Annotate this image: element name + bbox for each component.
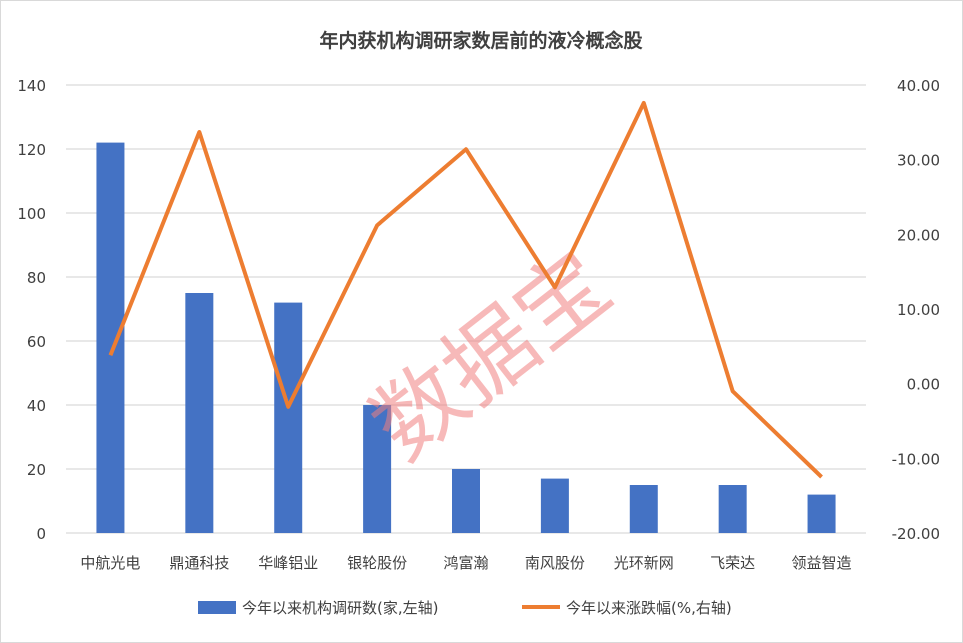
watermark: 数据宝 [353,231,630,480]
x-tick-label: 鸿富瀚 [443,554,488,572]
bar-中航光电 [96,142,125,533]
right-tick-label: 0.00 [907,376,940,394]
left-tick-label: 0 [36,525,46,543]
bar-南风股份 [540,478,569,533]
left-tick-label: 80 [27,269,46,287]
x-tick-label: 南风股份 [525,554,585,572]
x-tick-label: 光环新网 [614,554,674,572]
right-tick-label: -20.00 [892,525,940,543]
left-tick-label: 60 [27,333,46,351]
bar-银轮股份 [363,405,392,533]
bar-华峰铝业 [274,302,303,533]
chart-title: 年内获机构调研家数居前的液冷概念股 [319,29,642,52]
x-tick-label: 华峰铝业 [258,554,318,572]
left-tick-label: 40 [27,397,46,415]
right-tick-label: 40.00 [897,77,940,95]
bar-鼎通科技 [185,293,214,533]
left-tick-label: 120 [17,141,46,159]
left-tick-label: 100 [17,205,46,223]
right-tick-label: -10.00 [892,450,940,468]
right-tick-label: 30.00 [897,152,940,170]
x-tick-label: 飞荣达 [710,554,755,572]
right-tick-label: 10.00 [897,301,940,319]
left-tick-label: 140 [17,77,46,95]
left-tick-label: 20 [27,461,46,479]
watermark-text: 数据宝 [353,231,630,480]
bar-领益智造 [807,494,836,533]
legend-line-label: 今年以来涨跌幅(%,右轴) [566,599,732,617]
legend-bar-swatch [198,601,236,614]
legend-bar-label: 今年以来机构调研数(家,左轴) [242,599,438,617]
x-tick-label: 中航光电 [80,554,140,572]
x-tick-label: 鼎通科技 [169,554,229,572]
bar-飞荣达 [718,485,747,533]
x-tick-label: 银轮股份 [347,554,407,572]
x-tick-label: 领益智造 [792,554,852,572]
bar-鸿富瀚 [452,469,480,533]
bar-光环新网 [629,485,658,533]
right-tick-label: 20.00 [897,226,940,244]
